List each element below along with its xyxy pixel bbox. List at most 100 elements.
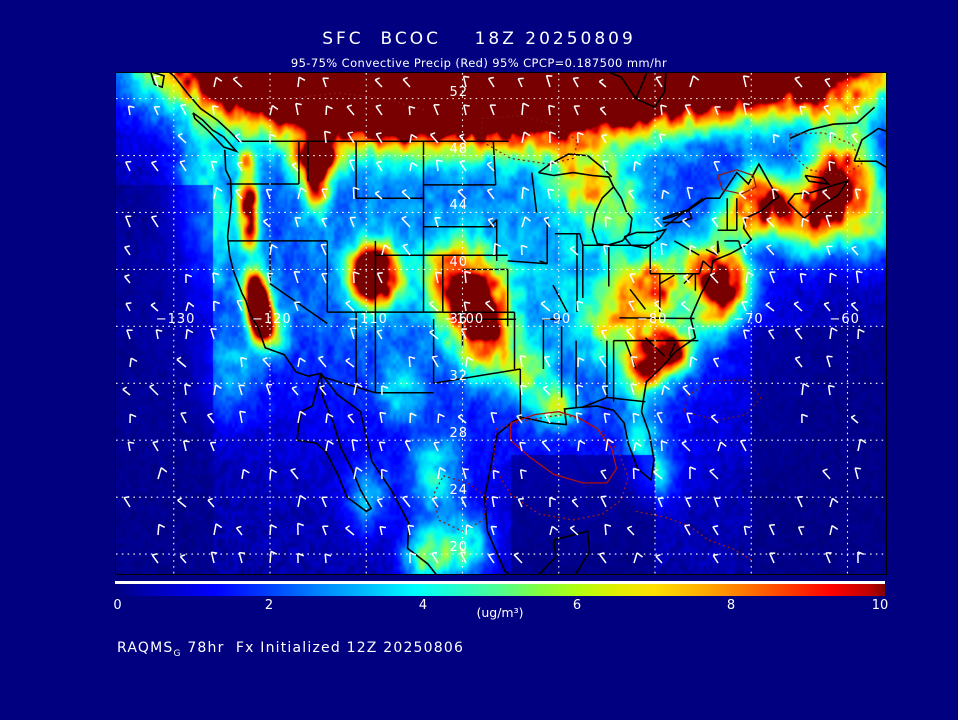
wind-barb [517, 77, 524, 88]
convective-precip-contour [683, 379, 762, 421]
wind-barb [157, 523, 166, 536]
state-border [683, 273, 695, 285]
wind-barb [297, 357, 306, 368]
wind-barb [711, 216, 719, 228]
wind-barb [658, 133, 666, 144]
wind-barb [576, 384, 584, 396]
wind-barb [345, 525, 355, 536]
wind-barb [492, 469, 500, 480]
latitude-label: 40 [449, 255, 469, 271]
state-border [659, 274, 675, 285]
wind-barb [516, 414, 523, 424]
wind-barb [294, 216, 302, 228]
latitude-label: 32 [449, 369, 469, 385]
wind-barb [464, 270, 472, 284]
wind-barb [742, 329, 750, 340]
state-border [737, 240, 742, 249]
wind-barb [213, 186, 223, 200]
colorbar-tick: 0 [113, 598, 122, 613]
wind-barb [408, 355, 416, 368]
convective-precip-contour [509, 411, 618, 484]
wind-barb [661, 385, 671, 396]
wind-barb [742, 102, 750, 116]
wind-barb [429, 300, 439, 312]
wind-barb [321, 496, 328, 508]
wind-barb [600, 495, 607, 508]
us-east-gulf-coast [489, 196, 780, 482]
wind-barb [829, 131, 837, 144]
wind-barb [465, 524, 473, 536]
wind-barb [689, 244, 697, 256]
wind-barb [549, 496, 557, 508]
wind-barb [717, 441, 727, 452]
wind-barb [600, 329, 607, 340]
wind-barb [793, 301, 803, 312]
james-bay [635, 73, 648, 99]
wind-barb [437, 467, 446, 480]
wind-barb [544, 413, 551, 424]
wind-barb [179, 160, 187, 172]
wind-barb [739, 439, 747, 452]
wind-barb [626, 327, 635, 340]
lake-michigan-huron [538, 171, 633, 247]
wind-barb [549, 131, 556, 144]
wind-barb [709, 468, 719, 480]
wind-barb [828, 160, 836, 172]
wind-barb [632, 412, 640, 424]
wind-barb [490, 411, 498, 424]
wind-barb [519, 354, 527, 368]
wind-barb [689, 75, 700, 88]
longitude-label: −100 [444, 312, 485, 328]
colorbar-tick: 6 [572, 598, 582, 613]
wind-barb [794, 356, 803, 368]
wind-barb [604, 216, 612, 228]
wind-barb [599, 106, 607, 116]
wind-barb [684, 524, 691, 536]
wind-barb [409, 551, 417, 564]
wind-barb [854, 467, 861, 480]
wind-barb [351, 438, 359, 452]
wind-barb [794, 327, 803, 340]
wind-barb [825, 552, 832, 564]
wind-barb [549, 525, 559, 536]
wind-barb [769, 552, 776, 564]
wind-barb [713, 161, 720, 172]
wind-barb [490, 525, 497, 536]
wind-barb [155, 329, 163, 340]
wind-barb [297, 552, 305, 564]
wind-barb [519, 469, 527, 480]
wind-barb [655, 75, 663, 88]
wind-barb [376, 329, 383, 340]
wind-barb [857, 438, 867, 452]
wind-barb [402, 495, 411, 508]
wind-barb [124, 245, 131, 256]
wind-barb [855, 270, 863, 284]
wind-barb [603, 412, 611, 424]
wind-barb [127, 441, 135, 452]
wind-barb [493, 242, 502, 256]
colorbar-gradient [115, 584, 885, 596]
wind-barb [569, 245, 579, 256]
wind-barb [543, 355, 551, 368]
wind-barb [822, 468, 831, 480]
wind-barb [177, 132, 187, 144]
wind-barb [682, 384, 691, 396]
wind-barb [513, 552, 523, 564]
wind-barb [431, 355, 439, 368]
wind-barb [824, 77, 831, 88]
wind-barb [766, 217, 775, 228]
wind-barb [799, 105, 806, 116]
wind-barb [689, 466, 697, 480]
wind-barb [712, 357, 719, 368]
wind-barb [682, 273, 691, 284]
state-border [507, 260, 548, 265]
wind-barb [323, 130, 331, 144]
wind-barb [825, 214, 832, 228]
wind-barb [407, 524, 415, 536]
wind-barb [521, 131, 531, 144]
wind-barb [687, 326, 695, 340]
wind-barb [850, 414, 859, 424]
wind-barb [769, 271, 776, 284]
wind-barb [685, 497, 692, 508]
wind-barb [290, 467, 299, 480]
